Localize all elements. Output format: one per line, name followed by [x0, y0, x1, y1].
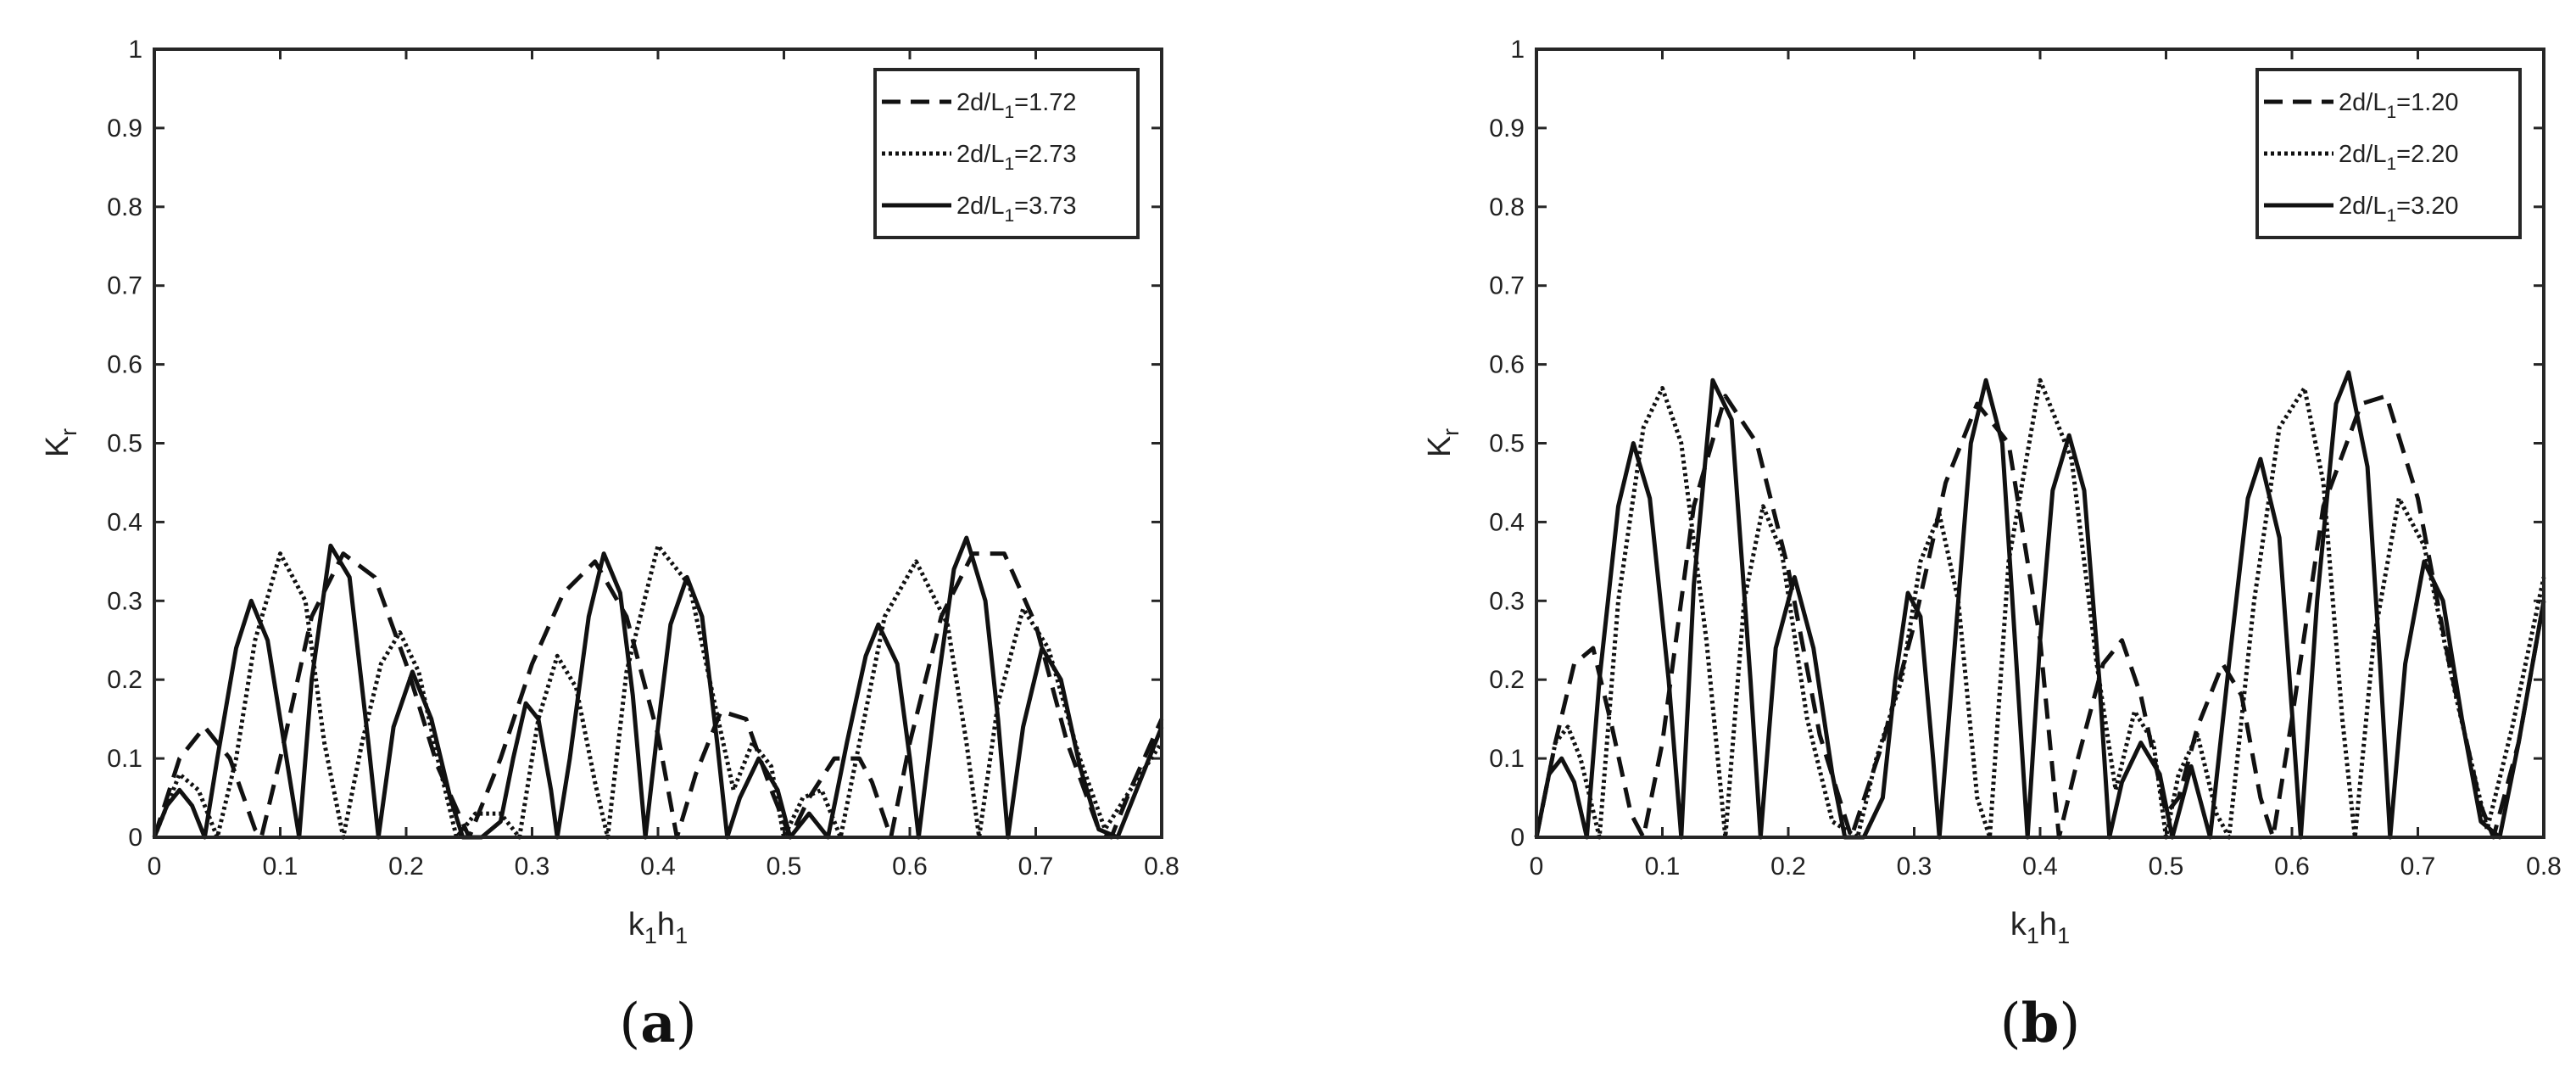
legend-entry-1: 2d/L1=1.72 [882, 89, 1077, 122]
legend-label: 2d/L1=2.73 [956, 141, 1077, 174]
series-lines [152, 535, 1164, 840]
legend-label: 2d/L1=1.72 [956, 89, 1077, 122]
legend-entry-3: 2d/L1=3.73 [882, 193, 1077, 226]
y-tick-label: 0.3 [1489, 587, 1525, 615]
legend-label: 2d/L1=1.20 [2339, 89, 2459, 122]
x-tick-label: 0.4 [2022, 853, 2058, 881]
legend-entry-2: 2d/L1=2.20 [2264, 141, 2459, 174]
x-tick-label: 0.6 [892, 853, 928, 881]
x-tick-label: 0.2 [1770, 853, 1806, 881]
series-line-solid [152, 535, 1164, 840]
x-tick-label: 0 [1530, 853, 1544, 881]
legend-entry-3: 2d/L1=3.20 [2264, 193, 2459, 226]
y-tick-label: 0.4 [1489, 508, 1525, 536]
x-tick-label: 0.5 [767, 853, 802, 881]
x-axis-label: k1h1 [2010, 907, 2070, 948]
y-tick-labels: 0 0.1 0.2 0.3 0.4 0.5 0.6 0.7 0.8 0.9 1 [107, 36, 142, 852]
x-tick-label: 0.6 [2274, 853, 2310, 881]
x-tick-label: 0.2 [388, 853, 424, 881]
y-tick-label: 0 [1510, 824, 1525, 852]
y-tick-label: 0.9 [1489, 115, 1525, 143]
x-tick-label: 0.5 [2149, 853, 2184, 881]
x-tick-label: 0.7 [1018, 853, 1054, 881]
y-tick-labels: 0 0.1 0.2 0.3 0.4 0.5 0.6 0.7 0.8 0.9 1 [1489, 36, 1525, 852]
y-tick-label: 0.7 [1489, 272, 1525, 300]
y-axis-label: Kr [1422, 428, 1464, 457]
x-axis-label: k1h1 [628, 907, 688, 948]
y-tick-label: 0.2 [1489, 666, 1525, 694]
series-line-solid [1534, 370, 2546, 840]
series-line-dashed [152, 551, 1164, 840]
y-tick-label: 0.8 [1489, 193, 1525, 221]
y-tick-label: 0.9 [107, 115, 142, 143]
x-tick-label: 0 [148, 853, 162, 881]
series-line-dashed [1534, 394, 2546, 840]
x-tick-label: 0.3 [1897, 853, 1932, 881]
y-tick-label: 0.1 [107, 745, 142, 773]
x-tick-label: 0.8 [2526, 853, 2562, 881]
legend-entry-2: 2d/L1=2.73 [882, 141, 1077, 174]
y-axis-label: Kr [40, 428, 81, 457]
x-tick-label: 0.8 [1144, 853, 1179, 881]
y-tick-label: 1 [128, 36, 142, 64]
legend-label: 2d/L1=3.20 [2339, 193, 2459, 226]
panel-label: (b) [2000, 992, 2081, 1055]
plot-frame [153, 48, 1163, 839]
y-tick-label: 0.6 [1489, 351, 1525, 379]
y-tick-label: 0.8 [107, 193, 142, 221]
legend: 2d/L1=1.20 2d/L1=2.20 2d/L1=3.20 [2255, 68, 2522, 239]
y-tick-label: 0 [128, 824, 142, 852]
y-tick-label: 0.5 [107, 430, 142, 458]
chart-panel-b: 0 0.1 0.2 0.3 0.4 0.5 0.6 0.7 0.8 00.10.20.30.40… [1422, 36, 2562, 1055]
x-tick-label: 0.7 [2400, 853, 2436, 881]
y-tick-label: 0.7 [107, 272, 142, 300]
plot-frame [1535, 48, 2545, 839]
panel-label: (a) [619, 992, 696, 1055]
x-tick-label: 0.1 [263, 853, 298, 881]
y-tick-label: 0.1 [1489, 745, 1525, 773]
series-lines [1534, 370, 2546, 840]
y-tick-label: 0.5 [1489, 430, 1525, 458]
y-tick-label: 0.2 [107, 666, 142, 694]
chart-panel-a: 0 0.1 0.2 0.3 0.4 0.5 0.6 0.7 0.8 00.10.20.30.40… [40, 36, 1179, 1055]
x-tick-label: 0.1 [1645, 853, 1681, 881]
y-tick-label: 0.3 [107, 587, 142, 615]
legend-label: 2d/L1=2.20 [2339, 141, 2459, 174]
x-tick-labels: 0 0.1 0.2 0.3 0.4 0.5 0.6 0.7 0.8 [1530, 853, 2562, 881]
legend-entry-1: 2d/L1=1.20 [2264, 89, 2459, 122]
x-tick-label: 0.4 [640, 853, 676, 881]
legend-label: 2d/L1=3.73 [956, 193, 1077, 226]
series-line-dotted [152, 543, 1164, 840]
y-tick-label: 0.6 [107, 351, 142, 379]
x-tick-labels: 0 0.1 0.2 0.3 0.4 0.5 0.6 0.7 0.8 [148, 853, 1179, 881]
y-tick-label: 1 [1510, 36, 1525, 64]
x-tick-label: 0.3 [515, 853, 550, 881]
legend: 2d/L1=1.72 2d/L1=2.73 2d/L1=3.73 [873, 68, 1140, 239]
y-tick-label: 0.4 [107, 508, 142, 536]
